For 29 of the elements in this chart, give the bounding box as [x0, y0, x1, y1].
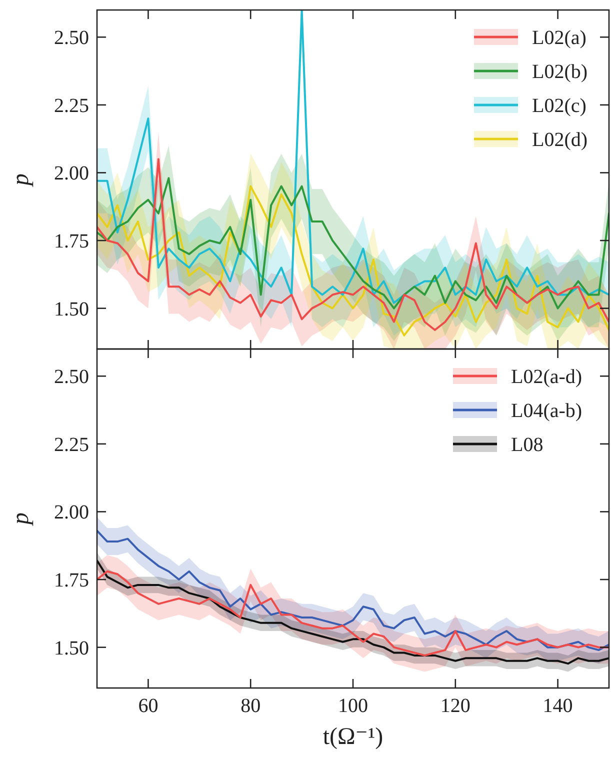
x-tick-label: 140 — [542, 695, 573, 717]
x-tick-label: 80 — [240, 695, 261, 717]
y-tick-label: 1.75 — [54, 230, 89, 253]
x-tick-label: 60 — [138, 695, 158, 717]
line-series — [97, 530, 609, 652]
line-series — [97, 185, 609, 336]
x-tick-label: 120 — [440, 695, 470, 717]
x-tick-label: 100 — [338, 695, 368, 717]
y-tick-label: 2.00 — [54, 502, 89, 524]
y-tick-label: 2.25 — [54, 94, 89, 117]
y-axis-title: p — [8, 512, 34, 526]
line-series — [97, 177, 609, 310]
y-tick-label: 2.50 — [54, 27, 89, 50]
y-tick-label: 1.50 — [54, 298, 89, 320]
legend-label: L02(d) — [532, 129, 588, 151]
line-series — [97, 570, 609, 656]
y-tick-label: 2.50 — [54, 366, 89, 388]
legend-label: L02(a-d) — [511, 366, 582, 388]
y-tick-label: 2.25 — [54, 434, 89, 456]
y-tick-label: 2.00 — [54, 162, 89, 185]
y-tick-label: 1.75 — [54, 570, 89, 592]
legend-label: L02(c) — [532, 95, 586, 117]
legend-label: L08 — [511, 434, 544, 456]
x-axis-title: t(Ω⁻¹) — [322, 724, 384, 750]
legend-label: L02(a) — [532, 27, 586, 49]
y-tick-label: 1.50 — [54, 637, 89, 660]
legend-label: L02(b) — [532, 61, 588, 83]
legend-label: L04(a-b) — [511, 400, 582, 422]
y-axis-title: p — [8, 174, 34, 188]
